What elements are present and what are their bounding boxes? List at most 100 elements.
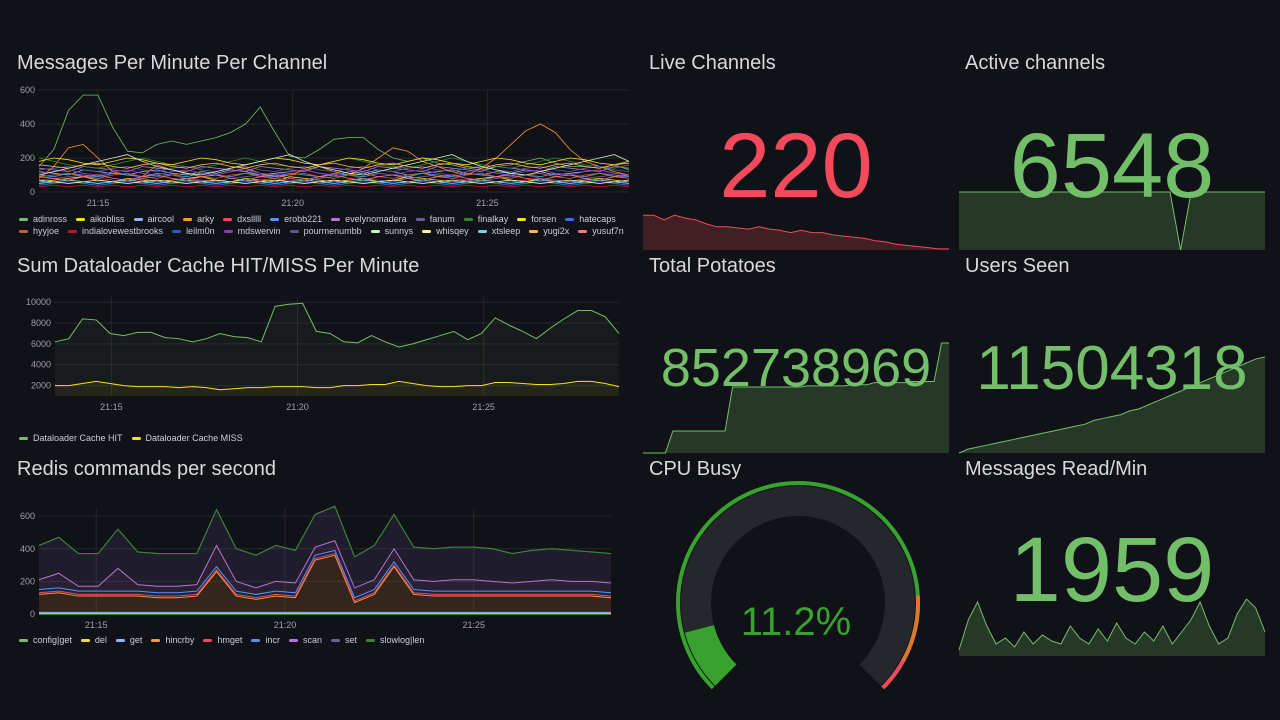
dataloader-chart[interactable]: 2000 4000 6000 8000 10000 21:15 21:20 21:25 — [17, 285, 632, 455]
legend-swatch — [115, 638, 125, 642]
legend-swatch — [529, 229, 539, 233]
legend-swatch — [565, 217, 575, 221]
legend-item[interactable]: mdswervin — [223, 226, 281, 236]
messages-chart[interactable]: 0 200 400 600 21:15 21:20 21:25 — [17, 82, 632, 242]
series-area-set — [39, 506, 611, 588]
legend-item[interactable]: scan — [288, 635, 322, 645]
series-line-hyyjoe[interactable] — [38, 172, 630, 179]
series-line-whisqey[interactable] — [38, 179, 630, 184]
sparkline-line — [643, 214, 949, 250]
series-line-hmget[interactable] — [38, 553, 612, 602]
series-line-adinross[interactable] — [38, 94, 630, 171]
legend-item[interactable]: pourmenumbb — [289, 226, 362, 236]
stat-value: 1959 — [1009, 519, 1215, 621]
legend-swatch — [477, 229, 487, 233]
legend-swatch — [133, 217, 143, 221]
legend-item[interactable]: del — [80, 635, 107, 645]
y-tick-label: 2000 — [31, 381, 51, 391]
legend-label: dxslllll — [237, 214, 262, 224]
series-line-Dataloader Cache HIT[interactable] — [54, 302, 620, 348]
series-line-mdswervin[interactable] — [38, 169, 630, 176]
legend-label: hatecaps — [579, 214, 616, 224]
legend-item[interactable]: yugi2x — [529, 226, 569, 236]
series-line-xtsleep[interactable] — [38, 179, 630, 184]
legend-item[interactable]: Dataloader Cache HIT — [19, 433, 123, 443]
legend-swatch — [331, 217, 341, 221]
series-line-sunnys[interactable] — [38, 154, 630, 176]
legend-item[interactable]: hmget — [203, 635, 242, 645]
legend-item[interactable]: arky — [183, 214, 214, 224]
legend-item[interactable]: hyyjoe — [19, 226, 59, 236]
series-line-aircool[interactable] — [38, 169, 630, 176]
legend-swatch — [270, 217, 280, 221]
legend-swatch — [289, 229, 299, 233]
legend-item[interactable]: whisqey — [422, 226, 469, 236]
panel-redis: Redis commands per second 0 200 400 600 21:1… — [17, 458, 632, 653]
series-line-Dataloader Cache MISS[interactable] — [55, 380, 620, 391]
legend: Dataloader Cache HIT Dataloader Cache MIS… — [19, 433, 639, 443]
legend-swatch — [80, 638, 90, 642]
series-line-aikobliss[interactable] — [38, 176, 630, 183]
legend-item[interactable]: fanum — [415, 214, 455, 224]
legend-item[interactable]: dxslllll — [223, 214, 261, 224]
series-line-scan[interactable] — [38, 539, 612, 589]
series-line-pourmenumbb[interactable] — [38, 166, 630, 173]
series-line-evelynomadera[interactable] — [38, 166, 630, 173]
panel-live-channels: Live Channels 220 — [643, 52, 949, 250]
series-line-slowlog|len[interactable] — [38, 505, 612, 558]
legend-item[interactable]: get — [115, 635, 142, 645]
legend-item[interactable]: config|get — [19, 635, 72, 645]
legend-item[interactable]: adinross — [19, 214, 67, 224]
sparkline-area — [643, 343, 949, 453]
legend-swatch — [223, 217, 233, 221]
stat-value: 11.2% — [740, 600, 852, 644]
legend-item[interactable]: evelynomadera — [331, 214, 407, 224]
legend-item[interactable]: finalkay — [463, 214, 508, 224]
legend-swatch — [183, 217, 193, 221]
stat-value: 11504318 — [976, 334, 1248, 403]
sparkline-area — [643, 215, 949, 250]
legend-item[interactable]: set — [330, 635, 357, 645]
series-line-hincrby[interactable] — [38, 554, 612, 604]
legend-item[interactable]: indialovewestbrooks — [68, 226, 163, 236]
legend-item[interactable]: aircool — [133, 214, 174, 224]
series-line-dxslllll[interactable] — [38, 177, 630, 184]
panel-title: Messages Read/Min — [965, 458, 1148, 480]
series-line-erobb221[interactable] — [38, 172, 630, 178]
y-tick-label: 200 — [20, 153, 35, 163]
legend-item[interactable]: hatecaps — [565, 214, 616, 224]
panel-title: Active channels — [965, 52, 1106, 74]
series-line-leilm0n[interactable] — [38, 181, 630, 184]
series-area-Dataloader Cache HIT — [55, 303, 619, 396]
panel-title: CPU Busy — [649, 458, 742, 480]
legend-swatch — [463, 217, 473, 221]
legend-swatch — [365, 638, 375, 642]
legend-item[interactable]: slowlog|len — [365, 635, 424, 645]
series-line-yugi2x[interactable] — [38, 162, 630, 169]
legend-item[interactable]: Dataloader Cache MISS — [131, 433, 243, 443]
series-line-fanum[interactable] — [38, 174, 630, 183]
legend-item[interactable]: incr — [251, 635, 280, 645]
legend: adinross aikobliss aircool arky dxslllll erob… — [19, 214, 639, 236]
legend-swatch — [223, 229, 233, 233]
series-line-indialovewestbrooks[interactable] — [38, 184, 630, 188]
series-line-incr[interactable] — [38, 549, 612, 599]
x-tick-label: 21:20 — [286, 402, 309, 412]
redis-chart[interactable]: 0 200 400 600 21:15 21:20 21:25 — [17, 488, 632, 658]
legend-item[interactable]: yusuf7n — [578, 226, 624, 236]
legend-item[interactable]: aikobliss — [76, 214, 125, 224]
legend-item[interactable]: xtsleep — [477, 226, 520, 236]
panel-title: Users Seen — [965, 255, 1070, 277]
legend-swatch — [370, 229, 380, 233]
legend-item[interactable]: erobb221 — [270, 214, 322, 224]
legend-swatch — [151, 638, 161, 642]
legend-item[interactable]: leilm0n — [172, 226, 215, 236]
x-tick-label: 21:20 — [281, 198, 304, 208]
series-area-hincrby — [39, 555, 611, 613]
stat-value: 852738969 — [660, 338, 932, 398]
legend-item[interactable]: hincrby — [151, 635, 194, 645]
legend-item[interactable]: forsen — [517, 214, 556, 224]
series-line-yusuf7n[interactable] — [38, 174, 630, 181]
legend-swatch — [131, 436, 141, 440]
legend-item[interactable]: sunnys — [370, 226, 413, 236]
